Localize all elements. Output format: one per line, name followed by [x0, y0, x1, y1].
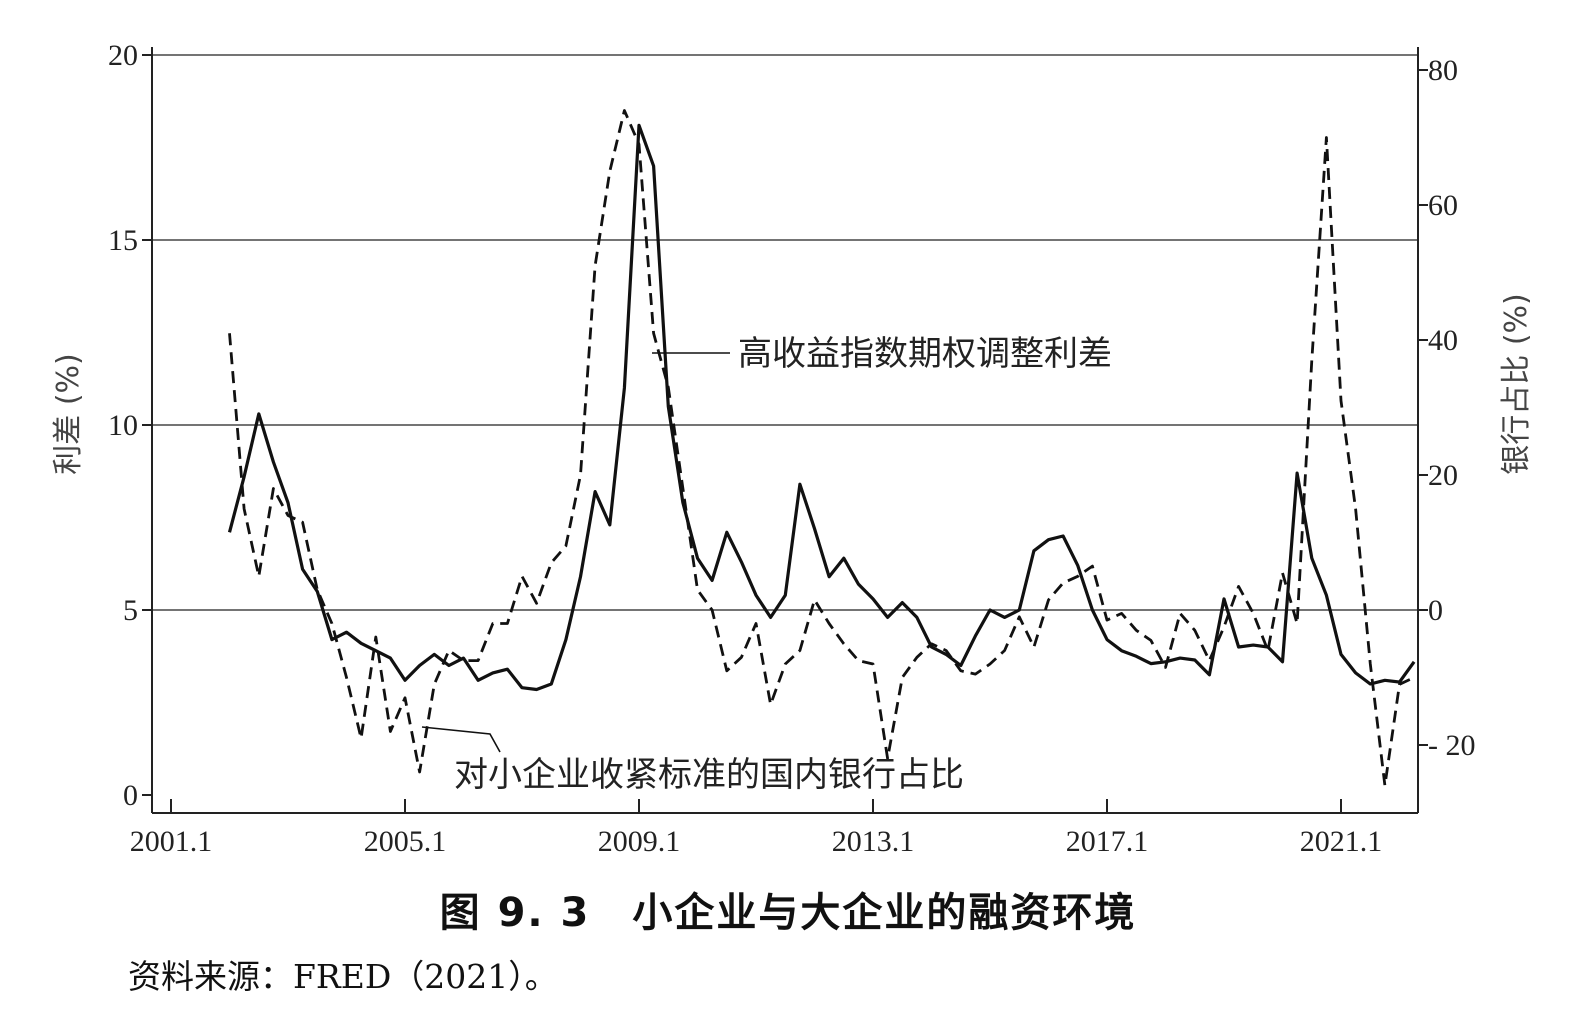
x-tick-label: 2017.1: [1066, 825, 1149, 858]
y-tick-label: 0: [123, 779, 138, 812]
series-layer: [227, 109, 1416, 787]
x-tick-label: 2021.1: [1300, 825, 1383, 858]
chart: 0 5 10 15 20 - 20 0 20 40 60 80 2001.1 2005.1 2009.1 2…: [51, 39, 1534, 858]
figure-caption: 图 9. 3 小企业与大企业的融资环境: [439, 890, 1137, 936]
x-tick-label: 2005.1: [364, 825, 447, 858]
y2-tick-label: 60: [1428, 189, 1458, 222]
y2-tick-label: 0: [1428, 594, 1443, 627]
x-tick-label: 2009.1: [598, 825, 681, 858]
series-line-spread: [227, 123, 1416, 692]
y-tick-label: 20: [108, 39, 138, 72]
y2-axis-title: 银行占比 (%): [1499, 293, 1534, 474]
series-line-bank-share: [228, 109, 1415, 787]
y-tick-label: 5: [123, 594, 138, 627]
annotation-label-bank-share: 对小企业收紧标准的国内银行占比: [454, 755, 964, 795]
x-tick-label: 2001.1: [130, 825, 213, 858]
y2-tick-label: 40: [1428, 324, 1458, 357]
x-tick-label: 2013.1: [832, 825, 915, 858]
y2-tick-label: - 20: [1428, 729, 1476, 762]
y2-tick-label: 20: [1428, 459, 1458, 492]
figure-source: 资料来源：FRED（2021）。: [128, 957, 558, 996]
y-tick-label: 10: [108, 409, 138, 442]
grid-lines: [152, 54, 1418, 611]
y-axis-title: 利差 (%): [51, 353, 86, 474]
axes: 0 5 10 15 20 - 20 0 20 40 60 80 2001.1 2005.1 2009.1 2…: [51, 39, 1534, 858]
annotation-leader-bank-share: [421, 726, 501, 753]
y-tick-label: 15: [108, 224, 138, 257]
annotation-label-spread: 高收益指数期权调整利差: [738, 334, 1112, 374]
y2-tick-label: 80: [1428, 54, 1458, 87]
